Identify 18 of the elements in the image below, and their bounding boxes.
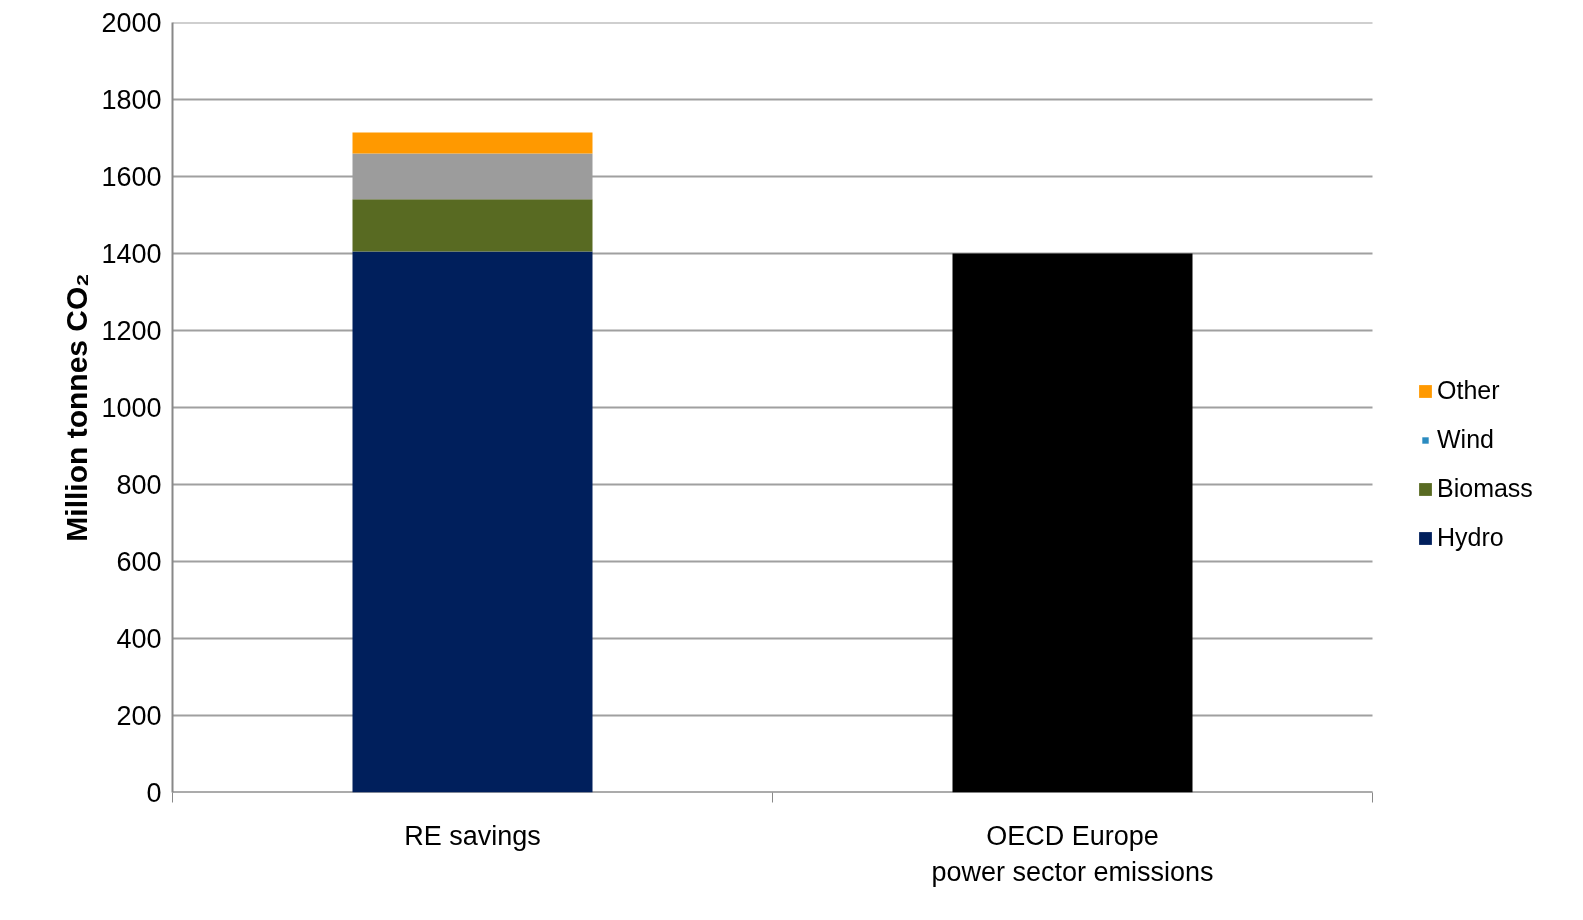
y-tick-label: 2000: [101, 8, 162, 38]
y-tick-label: 1400: [101, 239, 162, 269]
legend-label: Wind: [1437, 425, 1494, 454]
y-tick-label: 200: [116, 701, 162, 731]
y-tick-label: 1200: [101, 316, 162, 346]
y-tick-label: 400: [116, 624, 162, 654]
x-tick-label: RE savings: [404, 820, 541, 851]
legend-label: Biomass: [1437, 474, 1533, 503]
legend-label: Hydro: [1437, 523, 1504, 552]
y-axis-title: Million tonnes CO₂: [60, 273, 94, 542]
y-tick-label: 600: [116, 547, 162, 577]
y-tick-label: 0: [146, 778, 162, 808]
y-tick-label: 1800: [101, 85, 162, 115]
y-tick-label: 1000: [101, 393, 162, 423]
x-tick-label: OECD Europe power sector emissions: [931, 820, 1214, 887]
y-tick-label: 800: [116, 470, 162, 500]
legend-label: Other: [1437, 376, 1500, 405]
y-tick-label: 1600: [101, 162, 162, 192]
